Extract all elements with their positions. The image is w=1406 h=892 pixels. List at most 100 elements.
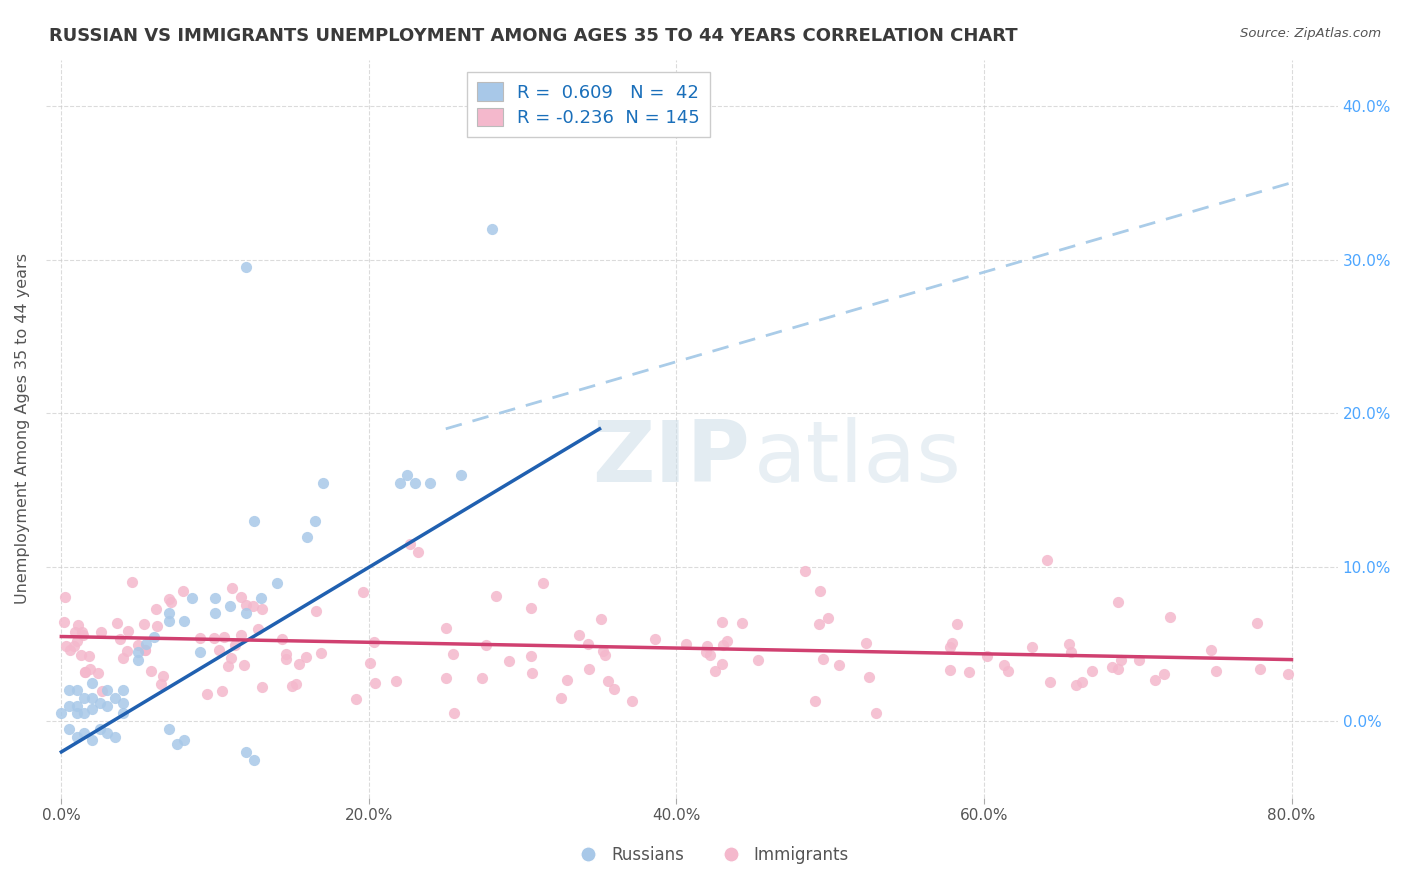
Point <box>127 652 149 666</box>
Point <box>699 648 721 662</box>
Point <box>188 631 211 645</box>
Point <box>172 584 194 599</box>
Point <box>235 599 257 613</box>
Point <box>711 615 734 629</box>
Point <box>157 722 180 736</box>
Point <box>352 585 374 599</box>
Point <box>141 664 163 678</box>
Point <box>66 698 89 713</box>
Point <box>173 614 195 628</box>
Point <box>404 475 426 490</box>
Point <box>63 625 86 640</box>
Point <box>287 657 309 672</box>
Point <box>1039 675 1062 690</box>
Point <box>295 649 318 664</box>
Point <box>58 683 80 698</box>
Point <box>111 706 134 721</box>
Point <box>127 645 149 659</box>
Point <box>747 653 769 667</box>
Point <box>576 637 599 651</box>
Point <box>522 666 544 681</box>
Text: atlas: atlas <box>754 417 962 500</box>
Point <box>82 675 104 690</box>
Point <box>696 639 718 653</box>
Point <box>274 647 297 661</box>
Point <box>644 632 666 646</box>
Point <box>858 670 880 684</box>
Point <box>592 643 614 657</box>
Point <box>77 648 100 663</box>
Point <box>91 683 114 698</box>
Point <box>531 576 554 591</box>
Point <box>111 683 134 698</box>
Point <box>359 656 381 670</box>
Point <box>443 706 465 721</box>
Point <box>419 475 441 490</box>
Point <box>312 475 335 490</box>
Point <box>794 564 817 578</box>
Point <box>855 636 877 650</box>
Point <box>250 591 273 605</box>
Point <box>550 691 572 706</box>
Point <box>817 611 839 625</box>
Point <box>568 628 591 642</box>
Point <box>242 753 264 767</box>
Point <box>519 600 541 615</box>
Point <box>941 636 963 650</box>
Point <box>217 659 239 673</box>
Point <box>309 646 332 660</box>
Point <box>363 635 385 649</box>
Point <box>53 590 76 604</box>
Point <box>1107 595 1129 609</box>
Point <box>135 637 157 651</box>
Point <box>1021 640 1043 655</box>
Point <box>481 222 503 236</box>
Point <box>53 615 76 630</box>
Point <box>73 726 96 740</box>
Point <box>945 616 967 631</box>
Point <box>474 638 496 652</box>
Point <box>58 722 80 736</box>
Point <box>242 514 264 528</box>
Point <box>1246 616 1268 631</box>
Point <box>406 545 429 559</box>
Point <box>828 658 851 673</box>
Text: ZIP: ZIP <box>592 417 749 500</box>
Point <box>731 616 754 631</box>
Point <box>363 676 385 690</box>
Point <box>388 475 411 490</box>
Point <box>1153 666 1175 681</box>
Legend: R =  0.609   N =  42, R = -0.236  N = 145: R = 0.609 N = 42, R = -0.236 N = 145 <box>467 72 710 137</box>
Point <box>589 612 612 626</box>
Point <box>252 602 274 616</box>
Point <box>1107 662 1129 676</box>
Legend: Russians, Immigrants: Russians, Immigrants <box>564 839 856 871</box>
Point <box>115 644 138 658</box>
Point <box>211 684 233 698</box>
Point <box>87 666 110 681</box>
Point <box>804 694 827 708</box>
Point <box>385 674 408 689</box>
Point <box>247 622 270 636</box>
Point <box>82 732 104 747</box>
Point <box>1064 678 1087 692</box>
Point <box>399 537 422 551</box>
Point <box>235 607 257 621</box>
Point <box>79 662 101 676</box>
Point <box>152 668 174 682</box>
Point <box>441 647 464 661</box>
Point <box>104 691 127 706</box>
Point <box>235 260 257 275</box>
Point <box>344 691 367 706</box>
Point <box>145 619 167 633</box>
Point <box>1071 674 1094 689</box>
Point <box>134 643 156 657</box>
Point <box>145 602 167 616</box>
Point <box>1109 653 1132 667</box>
Point <box>695 645 717 659</box>
Point <box>219 651 242 665</box>
Point <box>108 632 131 646</box>
Point <box>266 575 288 590</box>
Point <box>235 745 257 759</box>
Point <box>208 642 231 657</box>
